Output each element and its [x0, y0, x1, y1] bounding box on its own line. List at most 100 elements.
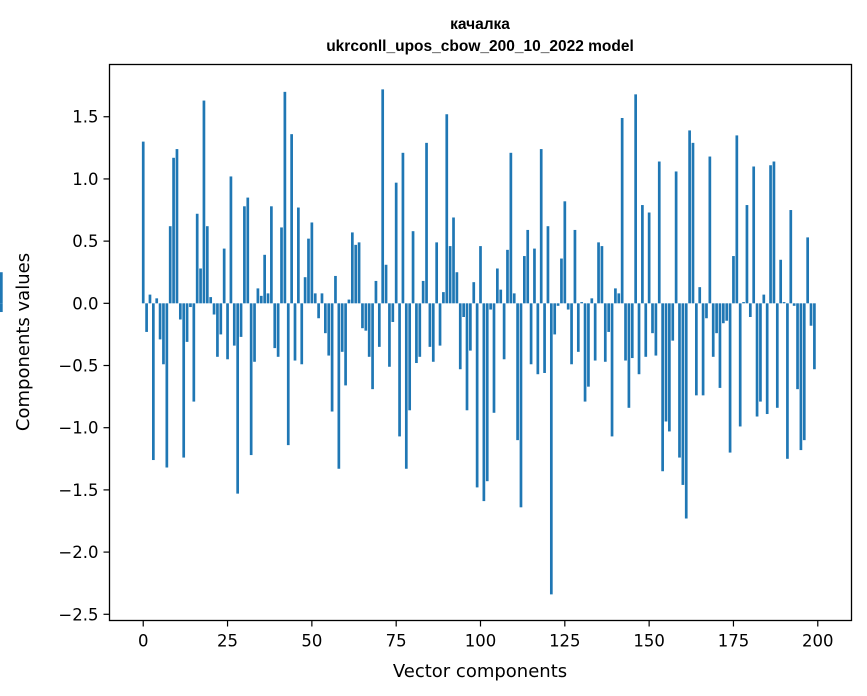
bar — [205, 226, 209, 304]
bar — [381, 89, 385, 304]
bar — [718, 303, 722, 388]
bar — [526, 229, 530, 304]
bar — [148, 294, 152, 304]
bar — [509, 152, 513, 304]
y-axis-ticks: −2.5 −2.0 −1.5 −1.0 −0.5 0.0 0.5 1.0 1.5 — [58, 108, 110, 624]
bar — [627, 303, 631, 408]
y-tick-label: −2.5 — [58, 605, 98, 624]
bar — [472, 282, 476, 304]
bar — [705, 303, 708, 319]
bar — [539, 149, 543, 304]
bar — [344, 303, 347, 386]
bar — [607, 303, 611, 332]
bar — [587, 303, 590, 387]
bar — [583, 303, 587, 402]
x-tick-label: 200 — [802, 632, 834, 651]
bar — [158, 303, 162, 340]
bar — [347, 299, 351, 304]
bar — [485, 303, 489, 482]
bar — [654, 303, 658, 356]
bar — [310, 222, 314, 304]
bar — [192, 303, 196, 402]
bar — [354, 244, 358, 304]
bar — [239, 303, 243, 337]
x-axis-label: Vector components — [393, 661, 567, 682]
bar — [195, 213, 199, 304]
bar — [775, 303, 779, 408]
bar — [502, 303, 506, 360]
bar — [280, 227, 283, 304]
bar — [469, 303, 472, 351]
bar — [782, 302, 786, 304]
bar — [496, 268, 499, 304]
bar — [641, 205, 644, 304]
bar — [620, 117, 624, 304]
bar — [637, 303, 641, 375]
bar — [243, 206, 246, 304]
bar — [610, 303, 614, 437]
x-tick-label: 50 — [301, 632, 322, 651]
y-tick-label: −1.0 — [58, 419, 98, 438]
bar — [657, 161, 661, 304]
bar — [408, 303, 412, 411]
bar — [367, 303, 371, 357]
bar — [145, 303, 148, 332]
bar — [216, 303, 219, 357]
bar — [425, 142, 428, 304]
bar — [688, 130, 691, 304]
bar — [384, 264, 388, 304]
bar — [630, 303, 634, 359]
bar — [792, 303, 796, 306]
bar — [313, 293, 317, 304]
bar — [404, 303, 408, 469]
bar — [189, 303, 192, 308]
bar — [364, 303, 368, 331]
bar — [624, 303, 627, 361]
bar — [462, 303, 465, 317]
bar — [246, 197, 250, 304]
bar — [721, 303, 725, 324]
bar — [492, 303, 496, 413]
bar — [668, 303, 671, 432]
bar — [563, 201, 567, 304]
bar — [566, 303, 570, 310]
bar — [229, 176, 233, 304]
bar — [519, 303, 523, 508]
bar — [259, 295, 263, 304]
bar — [249, 303, 253, 456]
bar — [452, 217, 455, 304]
bar — [337, 303, 341, 469]
bar — [543, 303, 546, 373]
bar — [421, 280, 425, 304]
bar — [684, 303, 688, 519]
bar — [576, 303, 580, 352]
x-tick-label: 100 — [465, 632, 497, 651]
bar — [458, 303, 462, 370]
bar — [431, 303, 435, 362]
x-tick-label: 0 — [138, 632, 149, 651]
bar — [752, 166, 756, 304]
bar — [809, 303, 813, 326]
x-tick-label: 25 — [217, 632, 238, 651]
x-axis-ticks: 0 25 50 75 100 125 150 175 200 — [138, 620, 834, 651]
bar — [290, 134, 293, 304]
bar — [334, 275, 337, 304]
bar — [762, 294, 766, 304]
bar — [681, 303, 685, 485]
bar — [529, 303, 533, 365]
bar — [226, 303, 229, 360]
x-tick-label: 175 — [718, 632, 750, 651]
bar — [644, 303, 648, 357]
bar — [671, 303, 675, 341]
bar — [506, 249, 509, 304]
bar — [715, 303, 718, 334]
bar — [330, 303, 334, 412]
bar — [266, 293, 270, 304]
bar — [202, 100, 206, 304]
bar — [755, 303, 759, 417]
bar — [388, 303, 391, 367]
bar — [411, 231, 415, 304]
bar — [772, 161, 776, 304]
bar — [182, 303, 186, 458]
